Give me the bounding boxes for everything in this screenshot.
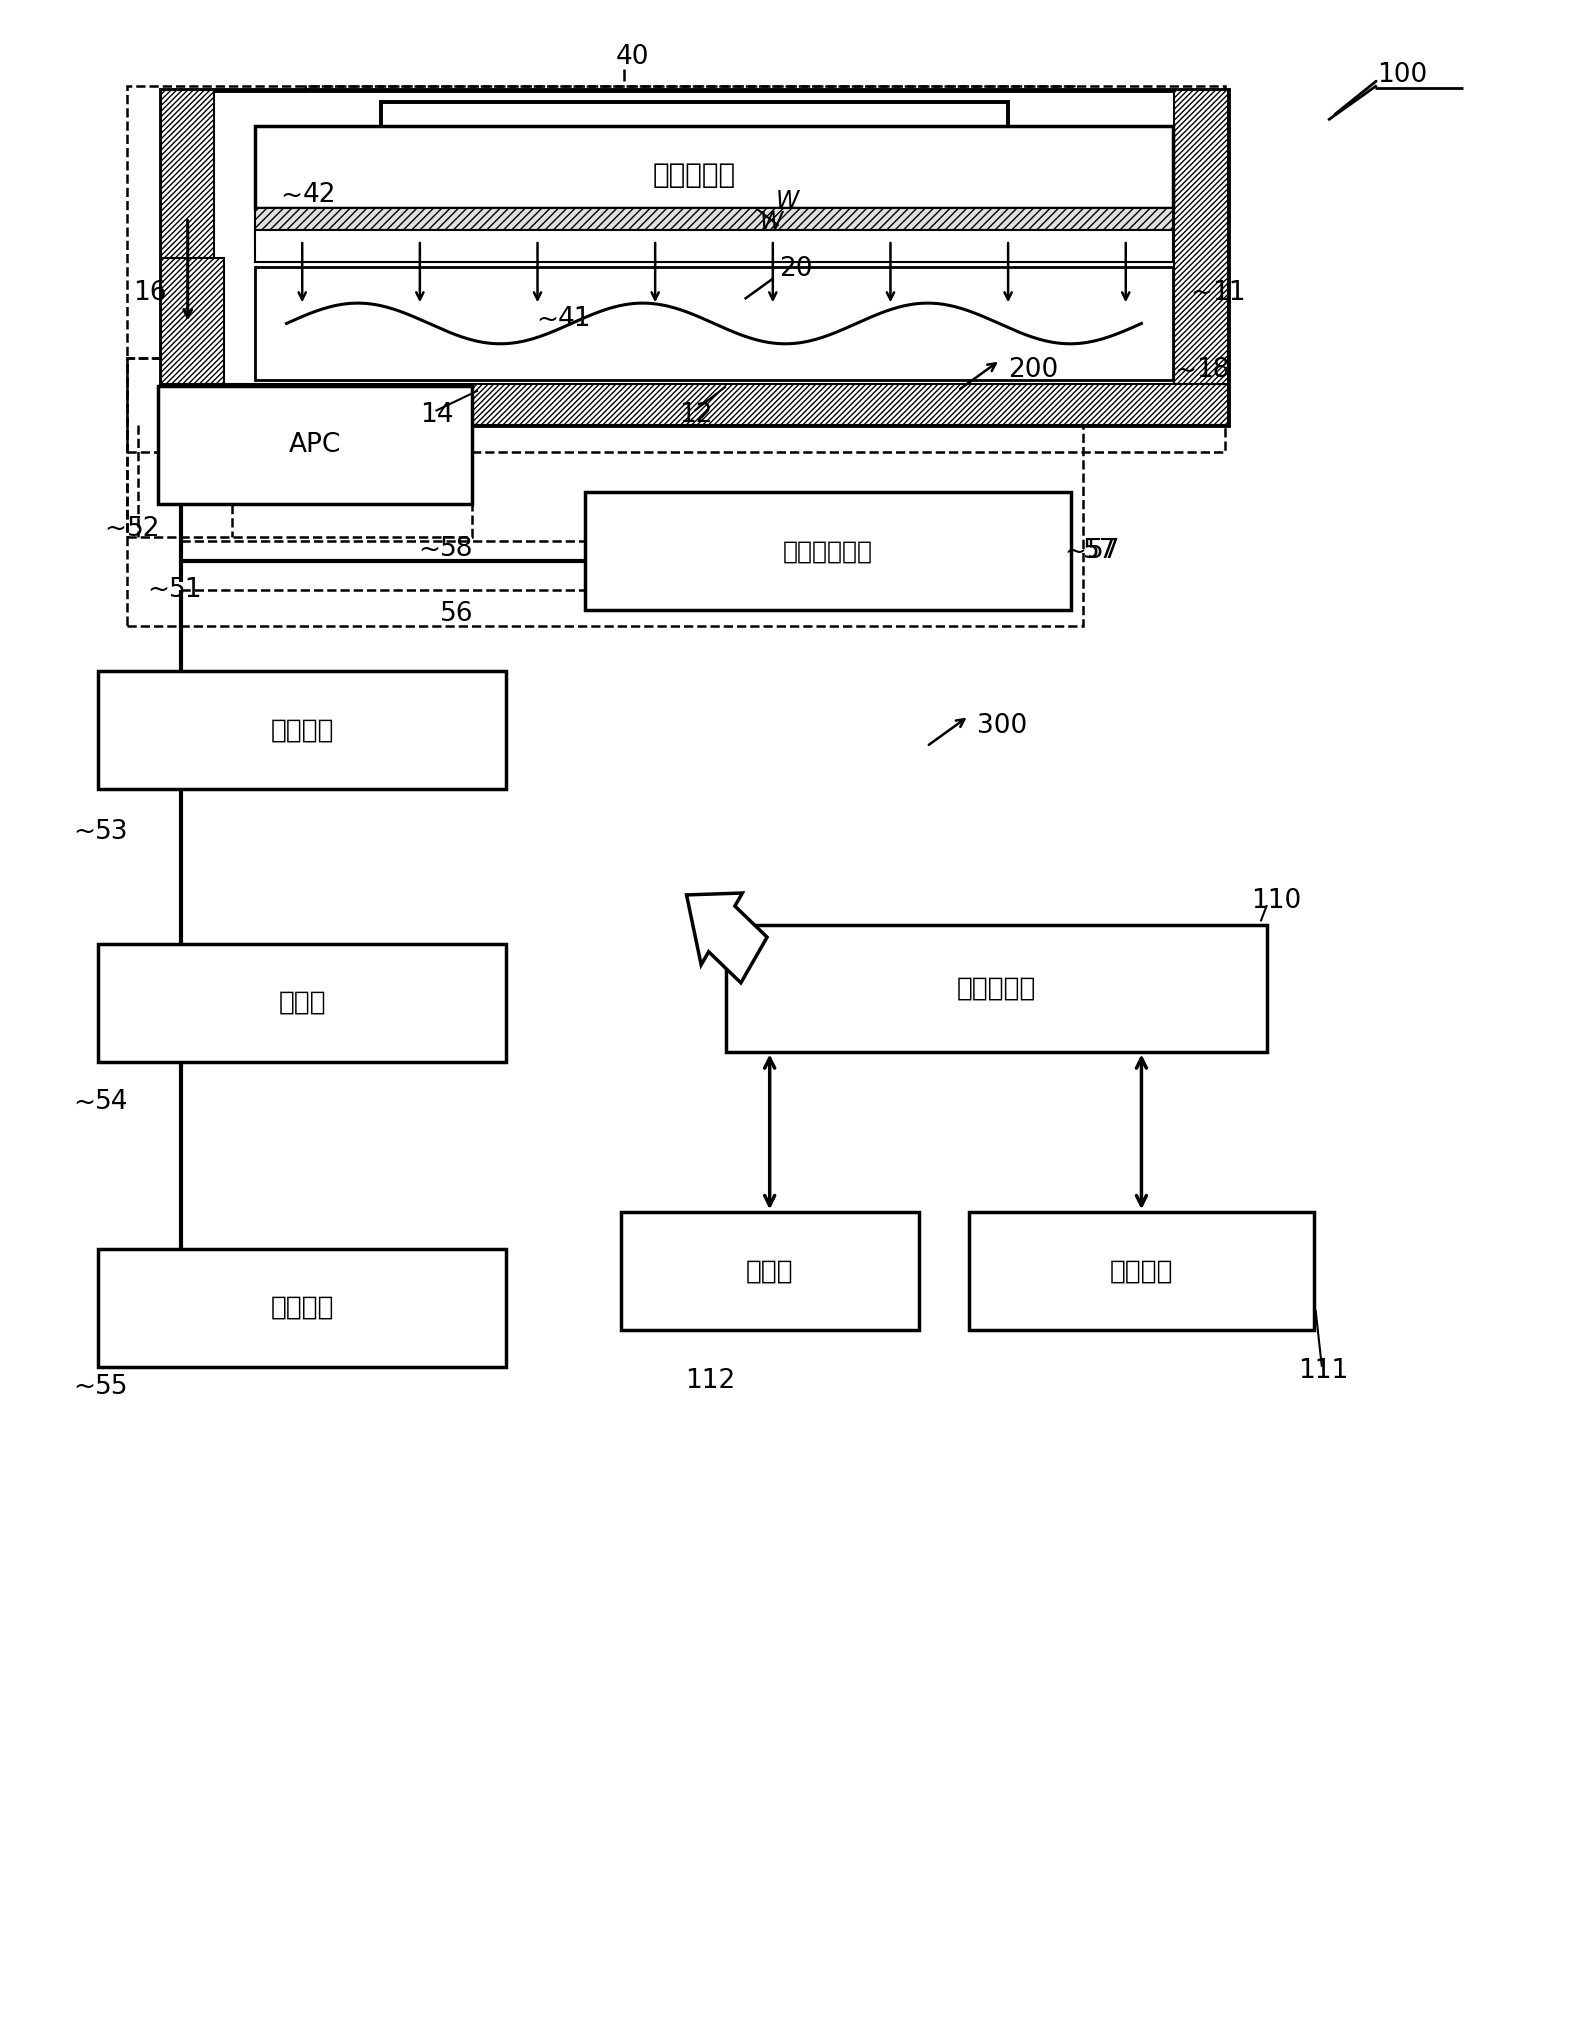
Text: 除害装置: 除害装置 (271, 1295, 334, 1321)
Text: 55: 55 (95, 1374, 129, 1401)
Text: 42: 42 (303, 182, 336, 208)
Text: ~: ~ (1175, 357, 1197, 384)
Bar (255, 127, 1173, 208)
Bar (161, 384, 1228, 425)
Text: 过程控制器: 过程控制器 (957, 976, 1036, 1001)
Bar (380, 102, 1008, 249)
Text: 40: 40 (617, 45, 650, 69)
Bar (158, 386, 472, 504)
Text: 20: 20 (779, 255, 812, 282)
Bar (306, 86, 1074, 284)
Text: 53: 53 (95, 819, 129, 845)
Text: 300: 300 (976, 713, 1027, 739)
Bar (126, 357, 472, 537)
Bar (161, 259, 224, 384)
Text: ~: ~ (147, 576, 169, 602)
Text: ~: ~ (1064, 539, 1087, 564)
Text: APC: APC (289, 433, 341, 459)
Bar (126, 86, 1225, 451)
Text: 用户界面: 用户界面 (1110, 1258, 1173, 1284)
Text: 14: 14 (419, 402, 453, 429)
Bar (98, 1250, 506, 1366)
Text: 16: 16 (132, 280, 166, 306)
Text: 56: 56 (440, 600, 473, 627)
Text: 57: 57 (1087, 539, 1120, 564)
Polygon shape (686, 892, 766, 982)
Text: 200: 200 (1008, 357, 1058, 384)
Text: 58: 58 (440, 537, 473, 562)
Text: W: W (776, 190, 800, 214)
Text: 11: 11 (1213, 280, 1246, 306)
Text: 54: 54 (95, 1088, 129, 1115)
Text: 52: 52 (126, 517, 159, 541)
Text: 57: 57 (1083, 539, 1117, 564)
Text: ~: ~ (281, 182, 303, 208)
Bar (98, 943, 506, 1062)
Text: ~: ~ (73, 819, 95, 845)
Text: 12: 12 (678, 402, 713, 429)
Text: 51: 51 (169, 576, 202, 602)
Bar (621, 1213, 919, 1329)
Text: 捕集机构: 捕集机构 (271, 717, 334, 743)
Text: ~: ~ (73, 1374, 95, 1401)
Text: ~: ~ (73, 1088, 95, 1115)
Text: ~: ~ (104, 517, 126, 541)
Text: W: W (760, 210, 784, 233)
Text: 110: 110 (1251, 888, 1301, 915)
Bar (255, 231, 1173, 263)
Text: 气体供给部: 气体供给部 (653, 161, 736, 190)
Bar (98, 672, 506, 788)
Bar (255, 208, 1173, 241)
Text: 111: 111 (1298, 1358, 1348, 1384)
Bar (968, 1213, 1314, 1329)
Bar (255, 268, 1173, 380)
Bar (656, 249, 706, 284)
Text: ~: ~ (1191, 280, 1213, 306)
Bar (161, 90, 1228, 425)
Text: 18: 18 (1197, 357, 1230, 384)
Text: 真空泵: 真空泵 (279, 990, 326, 1015)
Text: 存储部: 存储部 (746, 1258, 793, 1284)
Bar (126, 357, 1083, 627)
Text: 41: 41 (558, 306, 591, 333)
Text: 氧化剂供给部: 氧化剂供给部 (782, 539, 872, 564)
Bar (585, 492, 1071, 611)
Bar (161, 90, 214, 425)
Bar (725, 925, 1266, 1052)
Text: 112: 112 (684, 1368, 735, 1395)
Text: 100: 100 (1377, 63, 1427, 88)
Text: ~: ~ (536, 306, 558, 333)
Bar (1175, 90, 1228, 425)
Text: ~: ~ (418, 537, 440, 562)
